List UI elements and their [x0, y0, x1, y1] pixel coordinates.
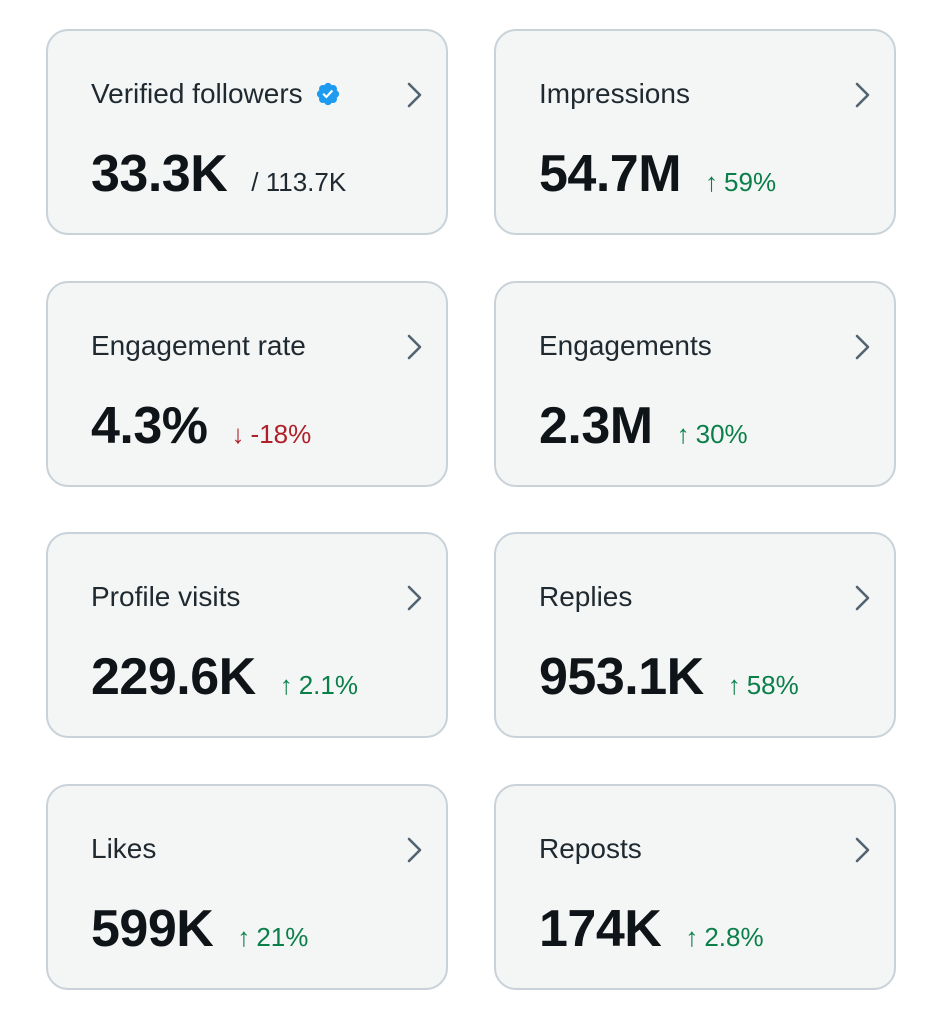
engagement-rate-card[interactable]: Engagement rate 4.3% ↓ -18% — [46, 281, 448, 487]
metric-row: 174K ↑ 2.8% — [539, 899, 764, 959]
metric-value: 54.7M — [539, 145, 682, 203]
delta-badge: ↓ -18% — [232, 419, 312, 450]
arrow-up-icon: ↑ — [727, 670, 741, 700]
delta-badge: ↑ 21% — [237, 922, 308, 953]
metric-row: 953.1K ↑ 58% — [539, 647, 799, 707]
verified-followers-card[interactable]: Verified followers 33.3K / 113.7K — [46, 29, 448, 235]
delta-value: 58% — [746, 670, 799, 700]
card-title: Reposts — [539, 833, 642, 864]
reposts-card[interactable]: Reposts 174K ↑ 2.8% — [494, 784, 896, 990]
delta-value: 2.8% — [704, 922, 764, 952]
metric-row: 54.7M ↑ 59% — [539, 144, 776, 204]
chevron-right-icon[interactable] — [404, 81, 426, 109]
arrow-down-icon: ↓ — [231, 419, 245, 449]
chevron-right-icon[interactable] — [852, 81, 874, 109]
profile-visits-card[interactable]: Profile visits 229.6K ↑ 2.1% — [46, 532, 448, 738]
card-title: Profile visits — [91, 581, 241, 612]
metric-row: 33.3K / 113.7K — [91, 144, 346, 204]
metric-value: 2.3M — [539, 397, 653, 455]
delta-badge: ↑ 2.1% — [280, 670, 358, 701]
metric-value: 599K — [91, 900, 214, 958]
card-title: Verified followers — [91, 77, 341, 111]
chevron-right-icon[interactable] — [852, 584, 874, 612]
card-title: Engagements — [539, 330, 712, 361]
metric-value: 33.3K — [91, 145, 228, 203]
delta-badge: ↑ 2.8% — [685, 922, 763, 953]
metric-value: 4.3% — [91, 397, 208, 455]
delta-value: 21% — [256, 922, 309, 952]
delta-badge: ↑ 58% — [728, 670, 799, 701]
metric-value: 229.6K — [91, 648, 256, 706]
metric-value: 174K — [539, 900, 662, 958]
card-title: Replies — [539, 581, 633, 612]
arrow-up-icon: ↑ — [279, 670, 293, 700]
delta-badge: ↑ 30% — [677, 419, 748, 450]
arrow-up-icon: ↑ — [237, 922, 251, 952]
chevron-right-icon[interactable] — [404, 584, 426, 612]
metric-row: 2.3M ↑ 30% — [539, 396, 748, 456]
chevron-right-icon[interactable] — [852, 836, 874, 864]
arrow-up-icon: ↑ — [685, 922, 699, 952]
card-title: Likes — [91, 833, 157, 864]
replies-card[interactable]: Replies 953.1K ↑ 58% — [494, 532, 896, 738]
delta-value: 59% — [724, 167, 777, 197]
delta-value: 2.1% — [298, 670, 358, 700]
arrow-up-icon: ↑ — [676, 419, 690, 449]
verified-badge-icon — [316, 82, 339, 106]
total-followers: / 113.7K — [251, 167, 347, 197]
metric-row: 599K ↑ 21% — [91, 899, 308, 959]
engagements-card[interactable]: Engagements 2.3M ↑ 30% — [494, 281, 896, 487]
metric-value: 953.1K — [539, 648, 704, 706]
delta-value: -18% — [250, 419, 312, 449]
chevron-right-icon[interactable] — [404, 333, 426, 361]
arrow-up-icon: ↑ — [705, 167, 719, 197]
chevron-right-icon[interactable] — [852, 333, 874, 361]
chevron-right-icon[interactable] — [404, 836, 426, 864]
metric-row: 229.6K ↑ 2.1% — [91, 647, 358, 707]
metric-row: 4.3% ↓ -18% — [91, 396, 311, 456]
delta-value: 30% — [695, 419, 748, 449]
impressions-card[interactable]: Impressions 54.7M ↑ 59% — [494, 29, 896, 235]
delta-badge: ↑ 59% — [705, 167, 776, 198]
likes-card[interactable]: Likes 599K ↑ 21% — [46, 784, 448, 990]
card-title: Engagement rate — [91, 330, 306, 361]
card-title: Impressions — [539, 78, 690, 109]
